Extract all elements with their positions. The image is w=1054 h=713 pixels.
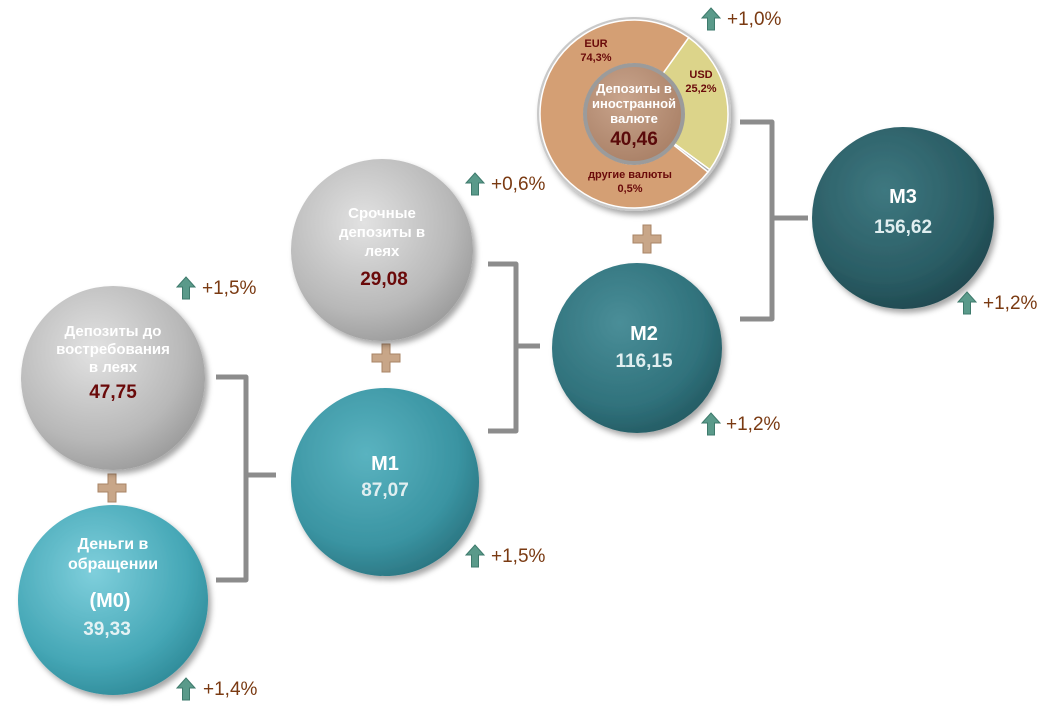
bracket-m2 xyxy=(488,261,540,434)
m3-value: 156,62 xyxy=(874,217,932,238)
m3-title: M3 xyxy=(889,186,917,208)
term-value: 29,08 xyxy=(360,269,408,290)
arrow-up-icon xyxy=(465,172,485,196)
segment-other-name: другие валюты xyxy=(588,169,672,181)
m0-title-line2: обращении xyxy=(68,556,158,573)
m0-change: +1,4% xyxy=(203,679,258,700)
growth-fx: +1,0% xyxy=(701,7,782,31)
m1-value: 87,07 xyxy=(361,480,409,501)
demand-title-line2: востребования xyxy=(56,341,170,358)
term-title-line2: депозиты в xyxy=(339,224,425,241)
arrow-up-icon xyxy=(701,412,721,436)
arrow-up-icon xyxy=(176,677,196,701)
segment-eur-share: 74,3% xyxy=(580,52,611,64)
growth-m1: +1,5% xyxy=(465,544,546,568)
node-demand-deposits: Депозиты до востребования в леях 47,75 xyxy=(21,286,205,470)
fx-value: 40,46 xyxy=(610,129,658,150)
arrow-up-icon xyxy=(465,544,485,568)
node-m0-currency: Деньги в обращении (M0) 39,33 xyxy=(18,505,208,695)
segment-usd-name: USD xyxy=(689,69,712,81)
arrow-up-icon xyxy=(957,291,977,315)
fx-title-line2: иностранной xyxy=(592,96,676,111)
plus-icon-m0-demand xyxy=(97,473,127,503)
fx-title-line3: валюте xyxy=(610,111,658,126)
node-m2: M2 116,15 xyxy=(552,263,722,433)
fx-change: +1,0% xyxy=(727,9,782,30)
plus-icon-m1-term xyxy=(371,343,401,373)
term-title-line3: леях xyxy=(365,243,400,260)
term-title-line1: Срочные xyxy=(348,205,416,222)
demand-change: +1,5% xyxy=(202,278,257,299)
growth-m2: +1,2% xyxy=(701,412,781,436)
node-m1: M1 87,07 xyxy=(291,388,479,576)
demand-title-line1: Депозиты до xyxy=(65,323,162,340)
demand-value: 47,75 xyxy=(89,382,137,403)
node-m3: M3 156,62 xyxy=(812,127,994,309)
node-term-deposits: Срочные депозиты в леях 29,08 xyxy=(291,159,473,341)
segment-usd-share: 25,2% xyxy=(685,83,716,95)
fx-title-line1: Депозиты в xyxy=(596,81,672,96)
segment-eur-name: EUR xyxy=(584,38,607,50)
growth-term: +0,6% xyxy=(465,172,546,196)
m2-title: M2 xyxy=(630,323,658,345)
bracket-m1 xyxy=(216,374,276,583)
m0-title-line1: Деньги в xyxy=(78,536,149,553)
m2-change: +1,2% xyxy=(726,414,781,435)
m0-value: 39,33 xyxy=(83,619,131,640)
growth-m0: +1,4% xyxy=(176,677,258,701)
m1-title: M1 xyxy=(371,453,399,475)
m0-code: (M0) xyxy=(89,590,130,612)
plus-icon-m2-fx xyxy=(632,224,662,254)
term-change: +0,6% xyxy=(491,174,546,195)
demand-title-line3: в леях xyxy=(89,359,138,376)
segment-other-share: 0,5% xyxy=(617,183,642,195)
m2-value: 116,15 xyxy=(615,351,672,372)
bracket-m3 xyxy=(740,119,808,322)
node-fx-deposits: Депозиты в иностранной валюте 40,46 EUR … xyxy=(537,17,731,211)
growth-m3: +1,2% xyxy=(957,291,1038,315)
arrow-up-icon xyxy=(176,276,196,300)
m3-change: +1,2% xyxy=(983,293,1038,314)
growth-demand: +1,5% xyxy=(176,276,257,300)
m1-change: +1,5% xyxy=(491,546,546,567)
arrow-up-icon xyxy=(701,7,721,31)
